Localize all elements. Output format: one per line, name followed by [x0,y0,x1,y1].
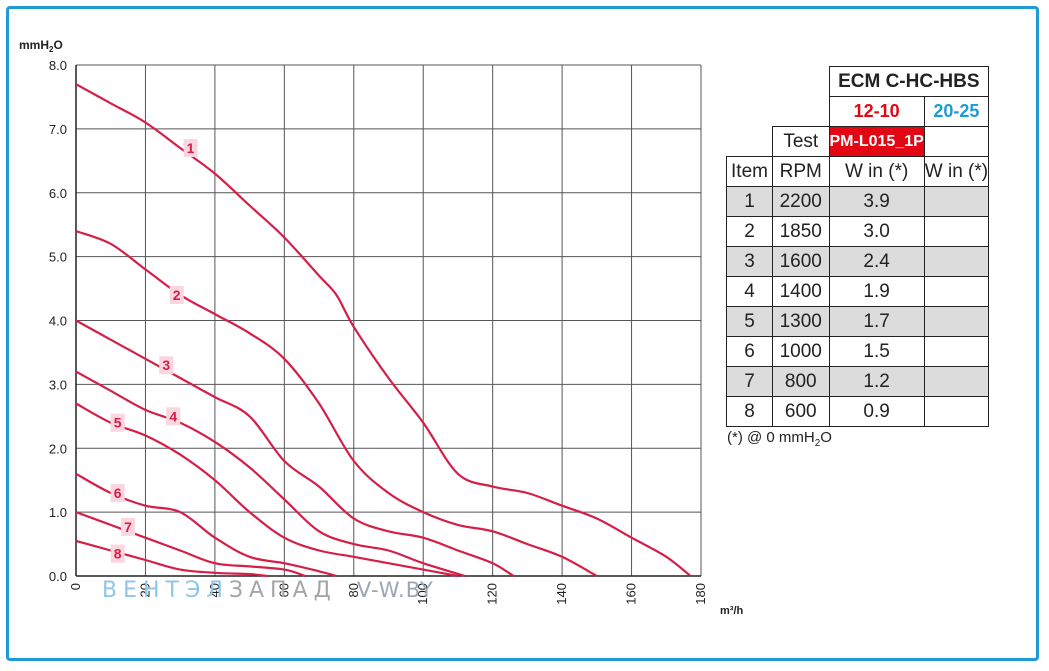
table-row: 1 2200 3.9 [726,186,990,217]
table-row: 4 1400 1.9 [726,276,990,307]
curve-label-bg [110,413,125,432]
col-w-a-header: W in (*) [828,156,925,187]
y-tick-label: 5.0 [49,250,67,265]
y-tick-label: 6.0 [49,186,67,201]
y-tick-label: 0.0 [49,569,67,584]
curve-4 [75,370,466,578]
x-tick-label: 100 [415,583,430,605]
curve-3 [75,319,515,577]
y-tick-label: 2.0 [49,441,67,456]
curve-label-7: 7 [124,519,132,535]
x-tick-label: 140 [554,583,569,605]
curve-label-bg [166,407,181,426]
x-tick-label: 80 [346,583,361,597]
axis-ticks: 0 20 40 60 80 100 120 140 160 180 0.0 1.0 2.0 3.0 4.0 5… [49,58,708,605]
fan-curves [75,83,692,578]
test-value: PM-L015_1P [828,126,925,157]
y-tick-label: 3.0 [49,377,67,392]
curve-label-3: 3 [162,357,170,373]
curve-label-1: 1 [187,140,195,156]
test-label: Test [772,126,830,157]
size-b-header: 20-25 [923,96,990,127]
grid [75,64,702,577]
spec-table: ECM C-HC-HBS 12-10 20-25 Test PM-L015_1P… [726,66,990,427]
y-tick-label: 8.0 [49,58,67,73]
curve-label-bg [159,356,174,375]
table-row: 3 1600 2.4 [726,246,990,277]
x-tick-label: 160 [624,583,639,605]
table-row: 7 800 1.2 [726,366,990,397]
x-axis-label: m³/h [720,605,744,617]
table-row: 2 1850 3.0 [726,216,990,247]
test-empty [923,126,990,157]
curve-1 [75,83,692,577]
x-tick-label: 180 [693,583,708,605]
x-tick-label: 120 [485,583,500,605]
y-tick-label: 4.0 [49,314,67,329]
curve-label-bg [183,139,198,158]
curve-label-2: 2 [173,287,181,303]
table-row: 8 600 0.9 [726,396,990,427]
curve-2 [75,230,598,577]
col-rpm-header: RPM [772,156,830,187]
curve-label-bg [169,285,184,304]
x-tick-label: 0 [68,583,83,590]
col-item-header: Item [726,156,773,187]
watermark: ВЕНТЭЛЗАПАД V-W.BY [102,578,434,603]
size-a-header: 12-10 [828,96,925,127]
curve-label-5: 5 [114,415,122,431]
x-tick-label: 40 [207,583,222,597]
curve-7 [75,511,306,578]
y-tick-label: 1.0 [49,505,67,520]
table-row: 5 1300 1.7 [726,306,990,337]
curve-label-6: 6 [114,485,122,501]
curve-label-8: 8 [114,546,122,562]
curve-label-bg [110,544,125,563]
model-header: ECM C-HC-HBS [828,66,990,97]
curve-label-bg [121,517,136,536]
curve-labels: 1 2 3 4 5 6 78 [110,139,198,563]
y-tick-label: 7.0 [49,122,67,137]
col-w-b-header: W in (*) [923,156,990,187]
border-frame [6,6,1039,661]
footnote: (*) @ 0 mmH2O [727,429,832,449]
curve-label-bg [110,483,125,502]
curve-5 [75,402,459,578]
y-axis-label: mmH2O [19,38,63,54]
table-row: 6 1000 1.5 [726,336,990,367]
x-tick-label: 60 [276,583,291,597]
curve-label-4: 4 [169,408,177,424]
x-tick-label: 20 [137,583,152,597]
